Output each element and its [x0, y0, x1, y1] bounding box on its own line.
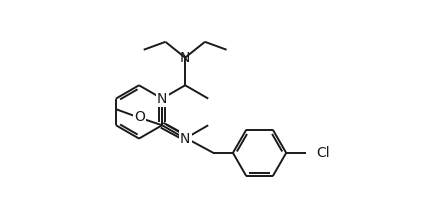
Text: N: N	[157, 92, 167, 106]
Text: O: O	[134, 110, 145, 124]
Text: N: N	[180, 51, 190, 65]
Text: Cl: Cl	[316, 146, 329, 160]
Text: N: N	[180, 132, 190, 146]
